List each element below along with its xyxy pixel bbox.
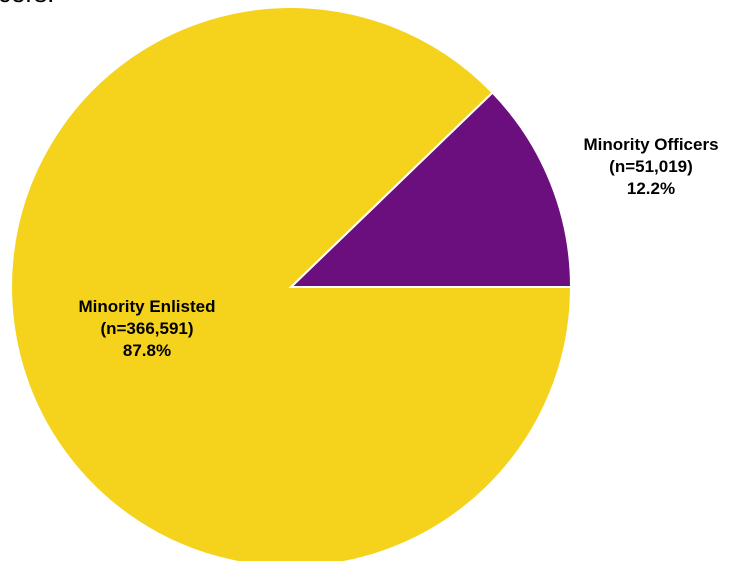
slice-label-count: (n=51,019) <box>609 157 693 176</box>
slice-label-name: Minority Enlisted <box>79 297 216 316</box>
pie-slices <box>10 6 573 561</box>
slice-label-count: (n=366,591) <box>100 319 193 338</box>
pie-slice-minority-officers <box>288 91 573 288</box>
slice-label-percent: 87.8% <box>123 341 171 360</box>
slice-label-name: Minority Officers <box>583 135 718 154</box>
pie-labels: Minority Officers (n=51,019) 12.2% Minority… <box>79 135 719 360</box>
caption-fragment: cers. <box>0 0 54 9</box>
slice-label-percent: 12.2% <box>627 179 675 198</box>
pie-slice-minority-enlisted <box>10 6 573 561</box>
